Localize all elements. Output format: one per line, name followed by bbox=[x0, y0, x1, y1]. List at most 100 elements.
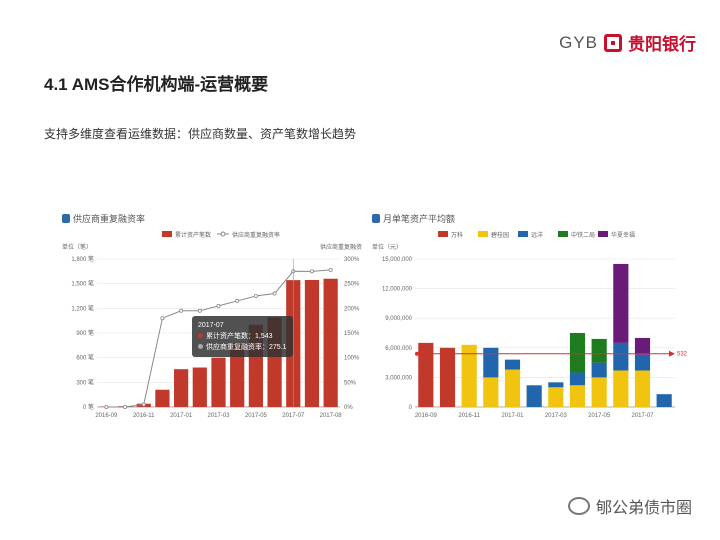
y-tick-label: 9,000,000 bbox=[385, 316, 412, 322]
stacked-bar-segment bbox=[439, 347, 456, 407]
x-tick-label: 2016-11 bbox=[133, 413, 155, 419]
stacked-bar-segment bbox=[613, 342, 629, 371]
x-tick-label: 2016-11 bbox=[458, 413, 480, 419]
rate-point bbox=[123, 404, 128, 409]
stacked-bar-segment bbox=[634, 354, 651, 371]
rate-point bbox=[253, 294, 258, 299]
legend-label: 万科 bbox=[451, 231, 463, 239]
rate-point bbox=[272, 291, 277, 296]
stacked-bar-segment bbox=[483, 347, 499, 378]
stacked-bar-segment bbox=[613, 263, 629, 343]
stacked-bar-segment bbox=[548, 387, 564, 407]
logo-mark-icon bbox=[604, 33, 622, 52]
y2-tick-label: 0% bbox=[344, 405, 353, 411]
bar bbox=[323, 278, 338, 407]
y-tick-label: 0 bbox=[409, 405, 413, 411]
bar bbox=[211, 357, 226, 407]
bank-logo: GYB 贵阳银行 bbox=[559, 30, 696, 55]
legend-label: 远洋 bbox=[531, 231, 543, 239]
x-tick-label: 2016-09 bbox=[415, 413, 438, 419]
x-tick-label: 2017-01 bbox=[170, 413, 193, 419]
y2-tick-label: 200% bbox=[344, 306, 360, 312]
rate-point bbox=[141, 402, 146, 407]
x-tick-label: 2017-07 bbox=[631, 413, 654, 419]
legend-swatch bbox=[438, 231, 448, 237]
y2-tick-label: 250% bbox=[344, 282, 360, 288]
x-tick-label: 2016-09 bbox=[95, 413, 118, 419]
left-panel-title-text: 供应商重复融资率 bbox=[73, 214, 146, 224]
page-subtitle: 支持多维度查看运维数据：供应商数量、资产笔数增长趋势 bbox=[44, 127, 357, 141]
tooltip-row-2-text: 供应商重复融资率：275.1 bbox=[206, 344, 287, 351]
tooltip-row-1: 累计资产笔数：1,543 bbox=[198, 331, 287, 342]
bar bbox=[155, 389, 170, 407]
legend-swatch bbox=[518, 231, 528, 237]
y-tick-label: 600 笔 bbox=[76, 354, 94, 362]
stacked-bar-segment bbox=[483, 377, 499, 407]
y2-tick-label: 150% bbox=[344, 331, 360, 337]
y2-tick-label: 50% bbox=[344, 380, 357, 386]
stacked-bar-segment bbox=[504, 369, 521, 407]
stacked-bar-segment bbox=[569, 333, 586, 373]
markline-start-marker bbox=[415, 351, 419, 356]
stacked-bar-segment bbox=[526, 385, 542, 407]
legend-swatch bbox=[558, 231, 568, 237]
right-panel-title: 月单笔资产平均额 bbox=[372, 212, 455, 225]
watermark-text: 郇公弟债市圈 bbox=[595, 500, 692, 517]
wechat-icon bbox=[567, 497, 590, 515]
tooltip-dot-icon bbox=[198, 333, 203, 338]
bar bbox=[192, 367, 207, 407]
logo-gyb-text: GYB bbox=[559, 32, 598, 52]
y-tick-label: 15,000,000 bbox=[382, 257, 413, 263]
x-tick-label: 2017-01 bbox=[501, 413, 524, 419]
logo-cn-text: 贵阳银行 bbox=[628, 35, 696, 54]
stacked-bar-segment bbox=[634, 337, 651, 355]
y-tick-label: 12,000,000 bbox=[382, 287, 413, 293]
bag-icon bbox=[62, 214, 70, 223]
legend-swatch bbox=[478, 231, 488, 237]
y2-axis-unit: 供应商重复融资率 bbox=[320, 243, 362, 251]
x-tick-label: 2017-03 bbox=[207, 413, 230, 419]
x-tick-label: 2017-08 bbox=[320, 413, 343, 419]
x-tick-label: 2017-07 bbox=[282, 413, 305, 419]
stacked-bar-segment bbox=[634, 370, 651, 407]
y-tick-label: 6,000,000 bbox=[385, 346, 412, 352]
legend-label: 中铁二局 bbox=[571, 231, 595, 239]
y2-tick-label: 100% bbox=[344, 356, 360, 362]
legend-swatch bbox=[598, 231, 608, 237]
stacked-bar-segment bbox=[504, 359, 521, 370]
rate-point bbox=[309, 269, 314, 274]
bar bbox=[174, 369, 189, 407]
right-panel-title-text: 月单笔资产平均额 bbox=[383, 214, 456, 224]
markline-arrow-icon bbox=[669, 350, 675, 357]
x-tick-label: 2017-05 bbox=[588, 413, 611, 419]
stacked-bar-segment bbox=[591, 377, 607, 407]
y2-tick-label: 300% bbox=[344, 257, 360, 263]
stacked-bar-segment bbox=[418, 342, 434, 407]
legend-label-bar: 累计资产笔数 bbox=[175, 231, 211, 239]
stacked-bar-segment bbox=[656, 394, 672, 407]
y-tick-label: 300 笔 bbox=[76, 378, 94, 386]
left-panel-title: 供应商重复融资率 bbox=[62, 212, 145, 225]
x-tick-label: 2017-05 bbox=[245, 413, 268, 419]
y-axis-unit: 单位（元） bbox=[372, 243, 402, 251]
bar bbox=[230, 342, 245, 407]
x-tick-label: 2017-03 bbox=[545, 413, 568, 419]
rate-point bbox=[104, 404, 109, 409]
legend-swatch-bar bbox=[162, 231, 172, 237]
bar bbox=[304, 279, 320, 407]
stacked-bar-segment bbox=[591, 338, 607, 363]
rate-point bbox=[216, 303, 221, 308]
watermark: 郇公弟债市圈 bbox=[567, 494, 692, 518]
rate-point bbox=[160, 316, 165, 321]
tooltip-row-1-text: 累计资产笔数：1,543 bbox=[206, 333, 273, 340]
y-tick-label: 0 笔 bbox=[83, 403, 94, 411]
tooltip-title: 2017-07 bbox=[198, 322, 224, 329]
stacked-bar-segment bbox=[591, 362, 607, 378]
legend-marker-line bbox=[220, 231, 226, 237]
bag-icon bbox=[372, 214, 380, 223]
y-axis-unit: 单位（笔） bbox=[62, 243, 92, 251]
markline-label: 532 bbox=[677, 352, 688, 358]
stacked-bar-segment bbox=[461, 344, 477, 407]
stacked-bar-segment bbox=[569, 372, 586, 386]
